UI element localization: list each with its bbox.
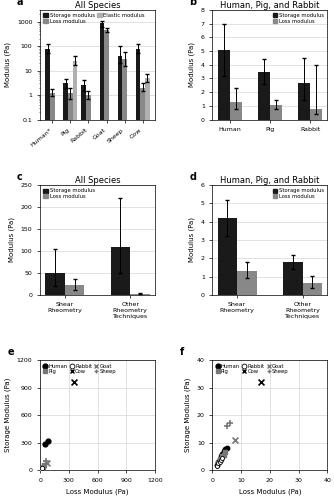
Point [45,437,50,445]
Title: All Species: All Species [75,176,120,185]
Bar [81,86,86,500]
Legend: Storage modulus, Loss modulus: Storage modulus, Loss modulus [272,188,325,200]
Bar [100,23,104,500]
Bar [104,30,109,500]
X-axis label: Loss Modulus (Pa): Loss Modulus (Pa) [238,488,301,494]
Y-axis label: Modulus (Pa): Modulus (Pa) [5,42,11,88]
Bar [86,95,91,500]
Y-axis label: Modulus (Pa): Modulus (Pa) [189,42,195,88]
Point [220,452,225,460]
Bar [50,93,55,500]
Point [71,378,76,386]
Point [221,447,226,455]
Bar [303,283,322,295]
Point [44,459,49,467]
Point [259,378,264,386]
Point [224,422,229,430]
Point [214,462,219,470]
Point [223,448,228,456]
Point [218,452,224,460]
Bar [237,271,257,295]
Bar [145,78,150,500]
Legend: Storage modulus, Loss modulus: Storage modulus, Loss modulus [43,188,95,200]
Point [215,459,221,467]
Point [223,446,228,454]
Bar [310,110,322,120]
Bar [65,285,85,295]
Point [220,454,225,462]
Bar [122,59,127,500]
Bar [130,294,150,295]
Legend: Storage modulus, Loss modulus: Storage modulus, Loss modulus [272,12,325,24]
Title: Human, Pig, and Rabbit: Human, Pig, and Rabbit [220,1,320,10]
Text: a: a [17,0,24,6]
Point [215,458,221,466]
Point [40,464,46,471]
Title: Human, Pig, and Rabbit: Human, Pig, and Rabbit [220,176,320,185]
Y-axis label: Storage Modulus (Pa): Storage Modulus (Pa) [5,378,11,452]
Legend: Storage modulus, Loss modulus, Elastic modulus: Storage modulus, Loss modulus, Elastic m… [43,12,145,24]
Point [227,420,232,428]
Bar [230,102,242,119]
Point [41,462,46,469]
Point [39,464,45,472]
Point [218,455,224,463]
Bar [270,105,282,120]
Bar [63,84,68,500]
Bar [73,61,77,500]
Point [217,455,222,463]
Point [221,451,226,459]
Point [217,456,222,464]
Title: All Species: All Species [75,1,120,10]
Bar [111,246,130,295]
Bar [45,48,50,500]
Bar [118,56,122,500]
Text: e: e [8,347,15,357]
Point [220,450,225,458]
Point [214,460,219,468]
Text: c: c [17,172,23,182]
Point [217,458,222,466]
Point [218,456,224,464]
Point [42,440,47,448]
Point [233,436,238,444]
Legend: Human, Pig, Rabbit, Cow, Goat, Sheep: Human, Pig, Rabbit, Cow, Goat, Sheep [215,363,289,374]
Bar [218,50,230,119]
Legend: Human, Pig, Rabbit, Cow, Goat, Sheep: Human, Pig, Rabbit, Cow, Goat, Sheep [43,363,117,374]
Bar [68,93,73,500]
Point [38,464,44,472]
Point [215,459,221,467]
Point [224,444,229,452]
Point [39,464,45,471]
Y-axis label: Modulus (Pa): Modulus (Pa) [189,218,195,262]
Bar [45,273,65,295]
Bar [140,88,145,500]
Text: f: f [180,347,184,357]
Y-axis label: Modulus (Pa): Modulus (Pa) [9,218,15,262]
Bar [298,82,310,120]
Bar [283,262,303,295]
Text: d: d [189,172,196,182]
Text: b: b [189,0,197,6]
X-axis label: Loss Modulus (Pa): Loss Modulus (Pa) [66,488,129,494]
Y-axis label: Storage Modulus (Pa): Storage Modulus (Pa) [185,378,191,452]
Bar [136,48,140,500]
Bar [258,72,270,120]
Point [43,457,48,465]
Bar [218,218,237,295]
